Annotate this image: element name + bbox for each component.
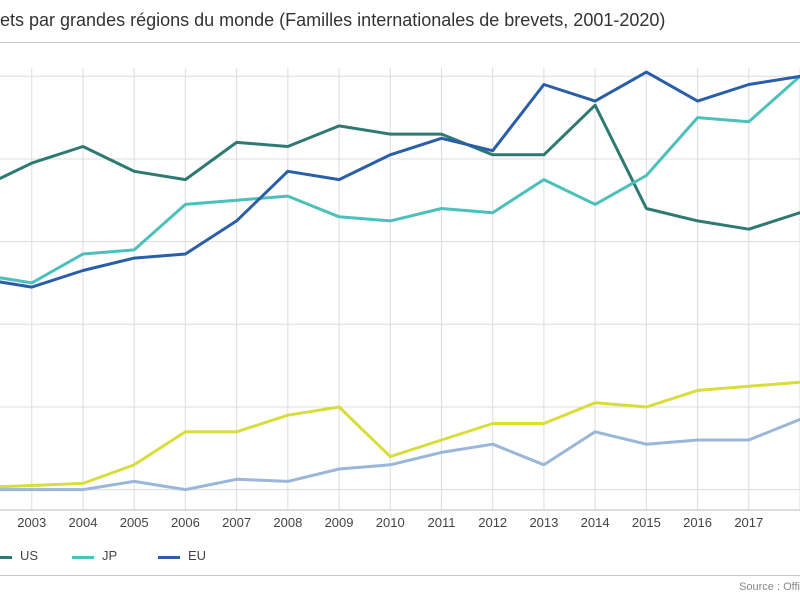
series-line-series-5 (0, 417, 800, 492)
x-tick-label-2009: 2009 (325, 515, 354, 530)
x-tick-label-2016: 2016 (683, 515, 712, 530)
legend-swatch-us (0, 556, 12, 559)
chart-title: ets par grandes régions du monde (Famill… (0, 10, 666, 30)
title-divider (0, 42, 800, 43)
x-tick-label-2005: 2005 (120, 515, 149, 530)
x-tick-label-2006: 2006 (171, 515, 200, 530)
line-chart: 2003 2004 2005 2006 2007 2008 2009 2010 2011 2012… (0, 68, 800, 530)
x-tick-label-2012: 2012 (478, 515, 507, 530)
x-tick-label-2004: 2004 (69, 515, 98, 530)
x-tick-label-2013: 2013 (529, 515, 558, 530)
source-note: Source : Offi (739, 581, 800, 593)
x-tick-label-2008: 2008 (273, 515, 302, 530)
legend-label-us: US (20, 548, 39, 563)
x-tick-label-2007: 2007 (222, 515, 251, 530)
x-tick-label-2015: 2015 (632, 515, 661, 530)
series-line-eu (0, 70, 800, 289)
bottom-divider (0, 575, 800, 576)
series-line-jp (0, 74, 800, 285)
legend-swatch-jp (72, 556, 94, 559)
legend-label-eu: EU (188, 548, 207, 563)
x-tick-label-2010: 2010 (376, 515, 405, 530)
x-tick-label-2017: 2017 (734, 515, 763, 530)
series-line-series-1 (0, 103, 800, 231)
x-tick-label-2003: 2003 (17, 515, 46, 530)
x-tick-label-2014: 2014 (581, 515, 610, 530)
series-line-series-4 (0, 380, 800, 489)
legend-label-jp: JP (102, 548, 118, 563)
x-tick-label-2011: 2011 (428, 515, 456, 530)
legend-swatch-eu (158, 556, 180, 559)
